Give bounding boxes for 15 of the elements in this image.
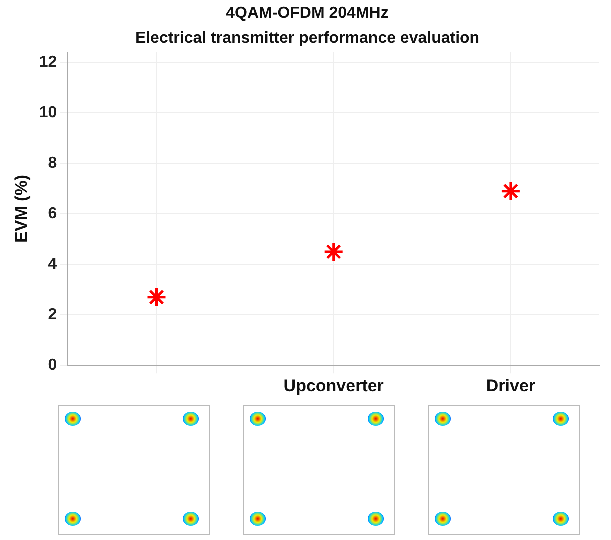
x-tick-label: Upconverter (284, 376, 384, 396)
y-tick-label: 12 (39, 54, 58, 71)
y-axis-title: EVM (%) (12, 175, 31, 243)
chart-subtitle: Electrical transmitter performance evaluation (135, 30, 480, 48)
x-tick-label: Driver (486, 376, 536, 396)
y-tick-label: 2 (48, 306, 58, 324)
point (146, 287, 167, 308)
y-tick-label: 6 (48, 205, 58, 222)
y-tick-label: 0 (48, 357, 58, 374)
y-tick-label: 10 (39, 104, 58, 122)
point (324, 242, 344, 262)
y-tick-label: 8 (48, 154, 58, 172)
y-tick-label: 4 (48, 256, 58, 273)
chart-title: 4QAM-OFDM 204MHz (226, 5, 389, 22)
point (500, 181, 522, 202)
